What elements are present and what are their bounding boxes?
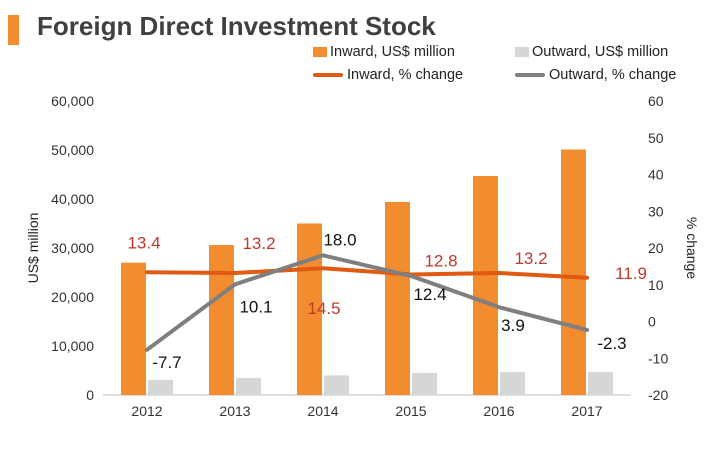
bar-inward <box>297 223 322 395</box>
bar-inward <box>209 245 234 395</box>
x-tick-label: 2017 <box>571 403 602 419</box>
bar-inward <box>121 262 146 395</box>
x-tick-label: 2013 <box>219 403 250 419</box>
legend-swatch-outward-line <box>515 73 545 78</box>
y-tick-label: 20,000 <box>51 289 94 305</box>
y2-tick-label: -20 <box>648 387 668 403</box>
bar-outward <box>412 372 437 395</box>
legend-inward-bar: Inward, US$ million <box>313 44 455 60</box>
x-tick-label: 2015 <box>395 403 426 419</box>
data-label-inward-pct: 13.2 <box>242 234 275 253</box>
y-tick-label: 0 <box>86 387 94 403</box>
legend-swatch-inward-line <box>313 73 343 78</box>
data-label-outward-pct: 12.4 <box>413 285 446 304</box>
chart-title: Foreign Direct Investment Stock <box>37 11 436 41</box>
line-inward-pct-change <box>145 266 589 280</box>
data-label-inward-pct: 13.4 <box>127 233 160 252</box>
legend-inward-line: Inward, % change <box>313 67 463 83</box>
data-label-outward-pct: -7.7 <box>152 353 181 372</box>
bar-inward <box>561 149 586 395</box>
legend-swatch-inward-bar <box>313 47 327 58</box>
y2-tick-label: 0 <box>648 314 656 330</box>
data-label-outward-pct: 10.1 <box>239 297 272 316</box>
bar-outward <box>500 371 525 395</box>
bar-outward <box>148 379 173 395</box>
legend-outward-line: Outward, % change <box>515 67 676 83</box>
legend-label-outward-line: Outward, % change <box>549 67 677 84</box>
legend-label-inward-line: Inward, % change <box>347 67 464 84</box>
y2-axis-title: % change <box>684 217 700 279</box>
y-tick-label: 60,000 <box>51 93 94 109</box>
y2-tick-label: 30 <box>648 203 664 219</box>
data-label-inward-pct: 12.8 <box>424 251 457 270</box>
legend-label-inward-bar: Inward, US$ million <box>330 44 455 61</box>
y-tick-label: 50,000 <box>51 142 94 158</box>
y-tick-label: 30,000 <box>51 240 94 256</box>
data-label-outward-pct: -2.3 <box>597 334 626 353</box>
bar-outward <box>236 377 261 395</box>
y2-tick-label: -10 <box>648 350 668 366</box>
legend-label-outward-bar: Outward, US$ million <box>532 44 669 61</box>
bar-inward <box>473 175 498 395</box>
x-tick-label: 2014 <box>307 403 338 419</box>
data-label-inward-pct: 14.5 <box>307 299 340 318</box>
y2-tick-label: 40 <box>648 167 664 183</box>
data-label-outward-pct: 3.9 <box>501 316 525 335</box>
data-label-inward-pct: 11.9 <box>615 264 647 283</box>
data-label-outward-pct: 18.0 <box>323 230 356 249</box>
bar-outward <box>588 371 613 395</box>
y2-tick-label: 10 <box>648 277 664 293</box>
y-tick-label: 40,000 <box>51 191 94 207</box>
title-accent-bar <box>8 15 19 45</box>
y2-tick-label: 50 <box>648 130 664 146</box>
y2-tick-label: 60 <box>648 93 664 109</box>
x-tick-label: 2012 <box>131 403 162 419</box>
y-tick-label: 10,000 <box>51 338 94 354</box>
y2-tick-label: 20 <box>648 240 664 256</box>
legend-outward-bar: Outward, US$ million <box>515 44 668 60</box>
line-outward-pct-change <box>145 253 589 352</box>
x-tick-label: 2016 <box>483 403 514 419</box>
bar-outward <box>324 375 349 395</box>
y-axis-title: US$ million <box>25 213 41 284</box>
bar-inward <box>385 201 410 395</box>
data-label-inward-pct: 13.2 <box>514 249 547 268</box>
legend-swatch-outward-bar <box>515 47 529 58</box>
